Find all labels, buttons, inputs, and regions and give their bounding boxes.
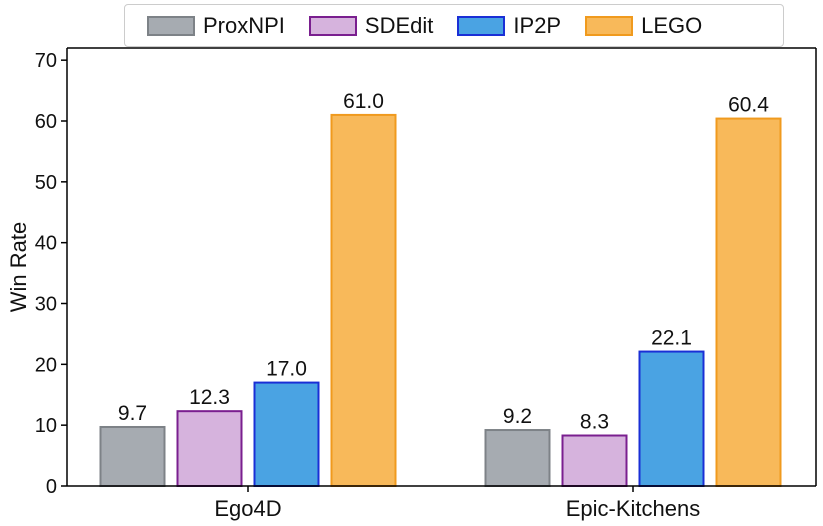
legend-item-sdedit: SDEdit bbox=[308, 12, 434, 39]
bar-value-label: 22.1 bbox=[651, 327, 692, 350]
legend-label: SDEdit bbox=[364, 12, 434, 38]
legend-item-lego: LEGO bbox=[585, 13, 702, 39]
y-tick-label: 70 bbox=[35, 50, 57, 72]
bar-value-label: 60.4 bbox=[728, 94, 769, 117]
x-tick-label: Ego4D bbox=[214, 496, 281, 521]
y-axis-label: Win Rate bbox=[6, 222, 31, 312]
bar-proxnpi-0 bbox=[99, 425, 166, 488]
bar-lego-1 bbox=[715, 117, 782, 487]
bar-value-label: 61.0 bbox=[343, 90, 384, 113]
y-tick-label: 20 bbox=[35, 354, 57, 376]
y-tick-label: 40 bbox=[35, 233, 57, 255]
legend-swatch bbox=[585, 15, 634, 36]
legend-item-proxnpi: ProxNPI bbox=[147, 13, 285, 39]
bar-value-label: 8.3 bbox=[580, 411, 609, 434]
legend-label: ProxNPI bbox=[203, 12, 285, 38]
x-tick-label: Epic-Kitchens bbox=[566, 496, 701, 521]
y-tick-label: 50 bbox=[35, 172, 57, 194]
y-tick-label: 0 bbox=[46, 476, 57, 498]
legend-swatch bbox=[457, 15, 506, 36]
bar-value-label: 9.7 bbox=[118, 402, 147, 425]
legend: ProxNPI SDEdit IP2P LEGO bbox=[124, 4, 784, 47]
bar-lego-0 bbox=[330, 113, 397, 488]
bar-ip2p-1 bbox=[638, 350, 705, 487]
y-tick-label: 60 bbox=[35, 111, 57, 133]
legend-item-ip2p: IP2P bbox=[457, 13, 561, 39]
y-tick-label: 10 bbox=[35, 415, 57, 437]
bar-value-label: 12.3 bbox=[189, 386, 230, 409]
y-tick-label: 30 bbox=[35, 294, 57, 316]
bar-ip2p-0 bbox=[253, 381, 320, 488]
legend-label: IP2P bbox=[513, 12, 562, 38]
bar-sdedit-0 bbox=[176, 410, 243, 487]
legend-label: LEGO bbox=[641, 12, 703, 38]
bar-value-label: 9.2 bbox=[503, 405, 532, 428]
bar-sdedit-1 bbox=[561, 434, 628, 487]
legend-swatch bbox=[147, 15, 195, 36]
bar-proxnpi-1 bbox=[484, 429, 551, 487]
bar-value-label: 17.0 bbox=[266, 358, 307, 381]
legend-swatch bbox=[308, 15, 357, 36]
